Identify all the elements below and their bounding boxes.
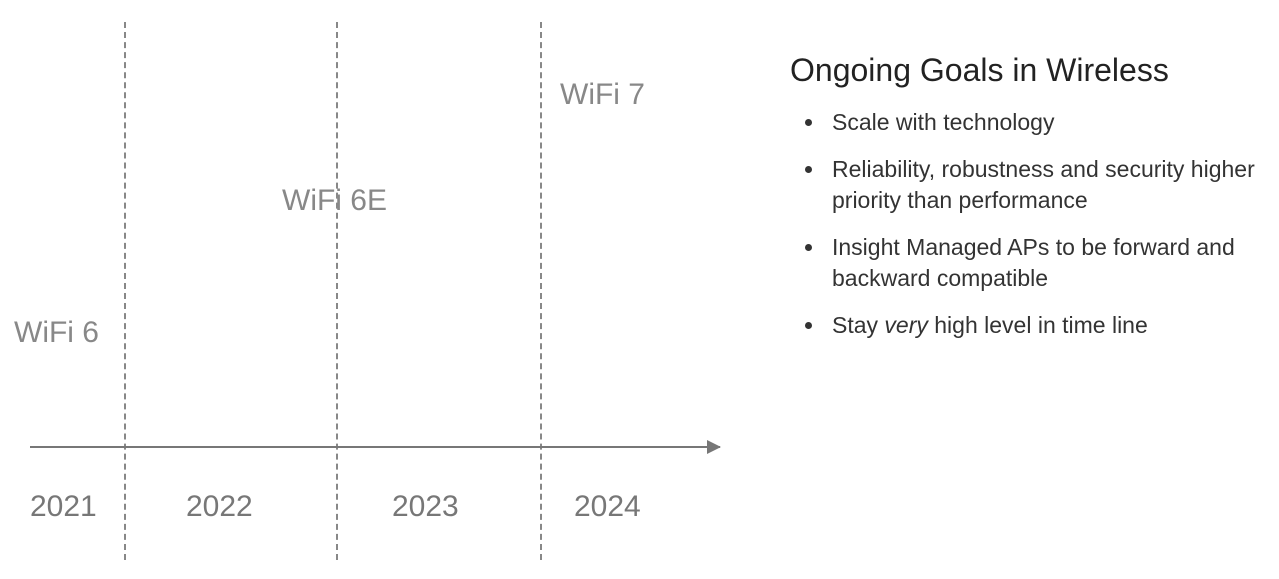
year-label: 2024 <box>574 490 641 524</box>
tech-label: WiFi 6E <box>282 184 387 218</box>
year-label: 2023 <box>392 490 459 524</box>
list-item: Stay very high level in time line <box>826 310 1260 341</box>
goals-list: Scale with technology Reliability, robus… <box>790 107 1260 341</box>
year-separator <box>336 22 338 560</box>
panel-title: Ongoing Goals in Wireless <box>790 52 1260 89</box>
list-item: Insight Managed APs to be forward and ba… <box>826 232 1260 294</box>
year-separator <box>124 22 126 560</box>
timeline-chart: 2021 2022 2023 2024 WiFi 6 WiFi 6E WiFi … <box>0 0 760 579</box>
year-separator <box>540 22 542 560</box>
goals-panel: Ongoing Goals in Wireless Scale with tec… <box>790 52 1260 357</box>
year-label: 2022 <box>186 490 253 524</box>
list-item: Scale with technology <box>826 107 1260 138</box>
time-axis <box>30 446 720 448</box>
tech-label: WiFi 6 <box>14 316 99 350</box>
year-label: 2021 <box>30 490 97 524</box>
list-item: Reliability, robustness and security hig… <box>826 154 1260 216</box>
tech-label: WiFi 7 <box>560 78 645 112</box>
